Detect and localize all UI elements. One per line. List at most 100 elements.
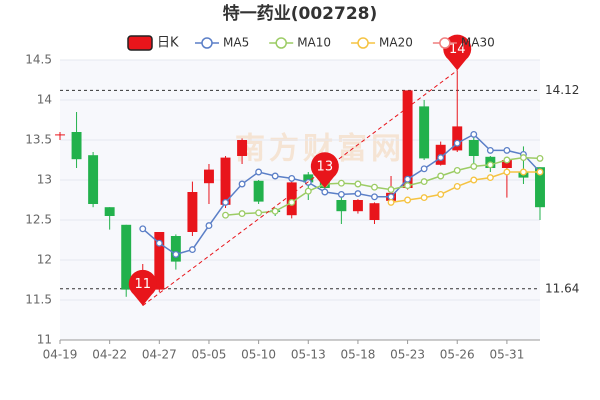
- y-tick-label: 13: [37, 173, 52, 187]
- ma-point: [371, 183, 378, 191]
- x-tick-label: 05-13: [291, 348, 326, 362]
- ma-point: [503, 156, 511, 164]
- candle-body: [154, 232, 165, 290]
- ma-point: [387, 186, 395, 194]
- ma-point: [337, 179, 345, 187]
- ma-point: [437, 154, 445, 162]
- candle-body: [286, 182, 297, 216]
- ma-point: [470, 176, 478, 184]
- x-tick-label: 05-31: [489, 348, 524, 362]
- y-tick-label: 12.5: [25, 213, 52, 227]
- chart-title: 特一药业(002728): [223, 3, 378, 24]
- ma-point: [155, 239, 163, 247]
- ma-point: [205, 222, 213, 230]
- y-tick-label: 14: [37, 93, 52, 107]
- legend-label: MA20: [379, 36, 413, 50]
- candle-body: [121, 224, 132, 290]
- ma-point: [255, 168, 263, 176]
- ma-point: [503, 146, 511, 154]
- candle-body: [402, 90, 413, 188]
- ma-point: [470, 162, 478, 170]
- marker-label: 14: [449, 42, 466, 57]
- candle-body: [253, 180, 264, 202]
- candle-body: [336, 200, 347, 212]
- marker-pin: [310, 152, 339, 188]
- ma-point: [354, 190, 362, 198]
- candle-body: [220, 157, 231, 205]
- marker-pin: [128, 269, 157, 306]
- y-tick-label: 13.5: [25, 133, 52, 147]
- x-tick-label: 05-18: [340, 348, 375, 362]
- ma-point: [486, 161, 494, 169]
- x-tick-label: 05-26: [440, 348, 475, 362]
- legend-marker: [439, 37, 451, 49]
- ma-point: [222, 198, 229, 206]
- candle-body: [452, 126, 463, 151]
- ma-point: [238, 180, 246, 188]
- x-tick-label: 05-05: [192, 348, 227, 362]
- candle-body: [55, 134, 65, 136]
- ma-point: [337, 190, 345, 198]
- legend-swatch: [127, 35, 153, 51]
- candle-body: [369, 203, 380, 220]
- ma-point: [470, 130, 478, 138]
- candle-body: [88, 155, 99, 204]
- ma-point: [486, 174, 494, 182]
- ma-point: [304, 187, 312, 195]
- ma-point: [255, 209, 263, 217]
- ma-point: [437, 190, 445, 198]
- ma-point: [271, 172, 279, 180]
- candle-body: [419, 106, 430, 159]
- ma-point: [387, 193, 395, 201]
- ma-point: [288, 198, 296, 206]
- ma-point: [238, 210, 246, 218]
- ma-point: [453, 139, 461, 147]
- candle-body: [535, 167, 545, 208]
- ma-point: [387, 198, 395, 206]
- ma-point: [288, 174, 296, 182]
- candle-body: [187, 192, 198, 232]
- ma-point: [453, 182, 461, 190]
- plot-background: [60, 60, 540, 340]
- ma-point: [453, 166, 461, 174]
- ma-point: [271, 207, 279, 215]
- y-tick-label: 12: [37, 253, 52, 267]
- ma-point: [420, 178, 428, 186]
- legend-marker: [275, 37, 287, 49]
- ma-point: [420, 165, 428, 173]
- ma-point: [222, 211, 229, 219]
- legend-marker: [201, 37, 213, 49]
- ma-point: [321, 188, 329, 196]
- ma-point: [188, 246, 196, 254]
- legend-label: MA10: [297, 36, 331, 50]
- ma-point: [536, 154, 544, 162]
- candle-body: [468, 140, 479, 156]
- reference-label: 11.64: [545, 281, 579, 295]
- marker-label: 11: [134, 277, 151, 292]
- candle-body: [170, 236, 181, 262]
- ma-line: [390, 171, 540, 204]
- legend-label: MA5: [223, 36, 249, 50]
- candle-body: [104, 207, 115, 216]
- ma-point: [404, 175, 412, 183]
- candle-body: [303, 174, 314, 183]
- candle-body: [71, 132, 82, 160]
- candle-body: [204, 169, 214, 184]
- x-tick-label: 05-10: [241, 348, 276, 362]
- x-tick-label: 04-22: [92, 348, 127, 362]
- ma-point: [503, 168, 511, 176]
- ma-point: [420, 194, 428, 202]
- ma-point: [519, 168, 527, 176]
- ma-point: [139, 225, 147, 233]
- ma-point: [404, 196, 412, 204]
- candle-body: [501, 160, 512, 168]
- ma-point: [437, 172, 445, 180]
- trend-line: [142, 69, 458, 307]
- x-tick-label: 05-23: [390, 348, 425, 362]
- ma-point: [486, 146, 494, 154]
- ma-point: [371, 193, 378, 201]
- candle-body: [352, 200, 363, 212]
- legend-marker: [357, 37, 369, 49]
